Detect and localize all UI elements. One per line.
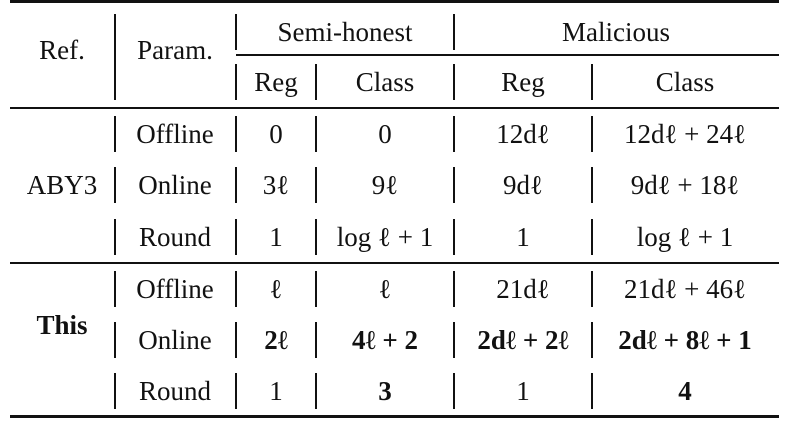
body-vline [235,219,237,255]
cell-value: 3 [378,375,392,406]
body-vline [114,219,116,255]
body-vline [453,373,455,409]
header-sub-reg-mal: Reg [501,66,545,97]
header-sub-class-mal: Class [655,66,715,97]
body-vline [453,322,455,358]
param-online: Online [138,169,212,200]
body-vline [114,271,116,307]
body-vline [591,373,593,409]
param-round: Round [138,375,211,406]
body-vline [591,271,593,307]
body-vline [315,271,317,307]
header-semi-honest: Semi-honest [277,16,413,47]
header-param: Param. [137,34,213,65]
body-vline [114,116,116,152]
cell-value: 4 [678,375,692,406]
cell-value: 1 [269,375,283,406]
body-vline [453,219,455,255]
body-vline [591,167,593,203]
header-sub-reg-semi: Reg [254,66,298,97]
header-bottom-rule [10,107,779,109]
param-offline: Offline [136,273,214,304]
header-sub-class-semi: Class [355,66,415,97]
cell-value: log ℓ + 1 [336,221,434,252]
header-subrule [236,54,779,56]
cell-value: 21dℓ [496,273,550,304]
bottom-rule [10,415,779,418]
body-vline [114,167,116,203]
cell-value: 1 [516,375,530,406]
cell-value: 21dℓ + 46ℓ [623,273,747,304]
body-vline [453,116,455,152]
body-vline [315,219,317,255]
body-vline [235,116,237,152]
cell-value: 9dℓ [503,169,543,200]
header-ref: Ref. [39,34,85,65]
body-vline [453,167,455,203]
cell-value: 2dℓ + 2ℓ [477,324,569,355]
body-vline [235,373,237,409]
header-vline-1 [114,14,116,100]
body-vline [235,322,237,358]
body-vline [235,167,237,203]
header-vline-4 [235,64,237,100]
param-round: Round [138,221,211,252]
cell-value: 9ℓ [371,169,399,200]
body-vline [114,322,116,358]
body-vline [591,116,593,152]
cell-value: 2ℓ [264,324,288,355]
header-vline-3 [453,14,455,50]
body-vline [591,219,593,255]
cell-value: 2dℓ + 8ℓ + 1 [618,324,752,355]
header-vline-5 [315,64,317,100]
cell-value: 1 [269,221,283,252]
ref-this: This [36,309,88,340]
body-vline [114,373,116,409]
cell-value: log ℓ + 1 [636,221,734,252]
cell-value: 0 [378,118,392,149]
header-malicious: Malicious [562,16,670,47]
body-vline [315,322,317,358]
top-rule [10,0,779,3]
header-vline-6 [453,64,455,100]
cell-value: 3ℓ [262,169,290,200]
cell-value: ℓ [269,273,283,304]
param-online: Online [138,324,212,355]
ref-aby3: ABY3 [26,169,98,200]
body-vline [235,271,237,307]
body-vline [315,167,317,203]
body-vline [591,322,593,358]
body-vline [453,271,455,307]
param-offline: Offline [136,118,214,149]
cell-value: ℓ [378,273,392,304]
cell-value: 12dℓ [496,118,550,149]
cell-value: 12dℓ + 24ℓ [623,118,747,149]
header-vline-7 [591,64,593,100]
cell-value: 4ℓ + 2 [351,324,418,355]
body-vline [315,116,317,152]
group-separator-rule [10,262,779,264]
cell-value: 1 [516,221,530,252]
header-vline-2 [235,14,237,50]
cell-value: 9dℓ + 18ℓ [630,169,740,200]
cell-value: 0 [269,118,283,149]
body-vline [315,373,317,409]
